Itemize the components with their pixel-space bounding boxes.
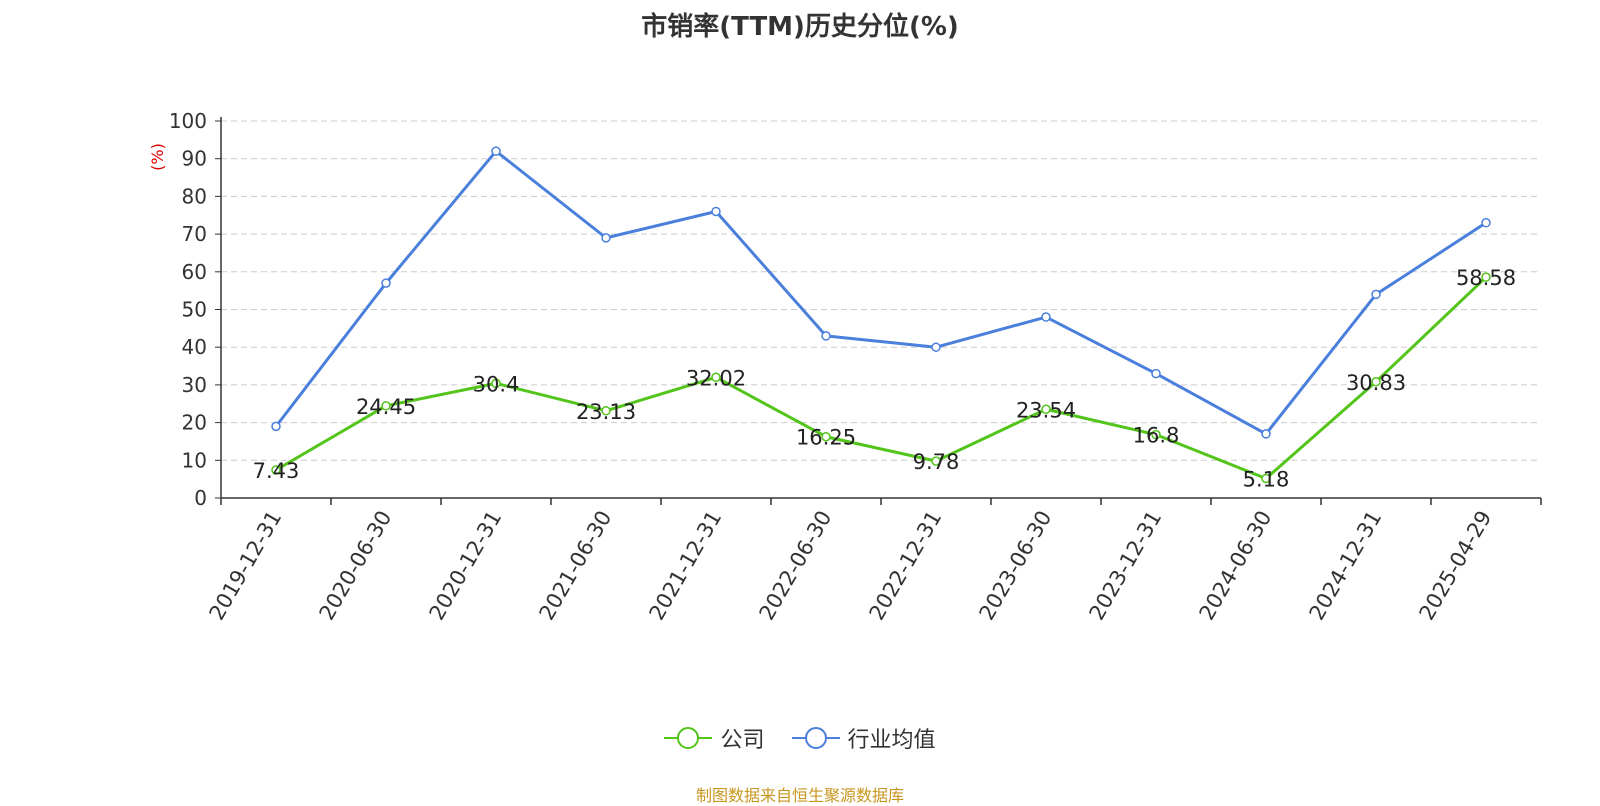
- y-tick-label: 50: [182, 298, 207, 322]
- y-tick-label: 70: [182, 222, 207, 246]
- data-point: [271, 421, 281, 432]
- y-tick-label: 20: [182, 411, 207, 435]
- data-label: 58.58: [1456, 266, 1516, 290]
- data-label: 30.83: [1346, 371, 1406, 395]
- data-label: 23.54: [1016, 398, 1076, 422]
- x-tick-label: 2023-06-30: [975, 507, 1057, 625]
- y-tick-label: 90: [182, 147, 207, 171]
- data-point: [491, 146, 501, 156]
- data-point: [1481, 218, 1491, 228]
- y-tick-label: 80: [182, 184, 207, 208]
- legend-item-company[interactable]: 公司: [664, 722, 765, 754]
- data-label: 32.02: [686, 366, 746, 390]
- legend-swatch-industry: [791, 727, 840, 749]
- data-point: [601, 406, 611, 416]
- y-axis-title: (%): [148, 143, 167, 171]
- x-tick-label: 2021-12-31: [645, 507, 727, 625]
- data-point: [1261, 429, 1271, 439]
- data-point: [491, 378, 501, 389]
- y-tick-label: 10: [182, 448, 207, 472]
- data-point: [1151, 429, 1161, 440]
- data-point: [271, 465, 281, 475]
- data-point: [1041, 404, 1051, 415]
- legend-label-company: 公司: [720, 728, 765, 753]
- data-label: 16.8: [1133, 424, 1180, 448]
- data-point: [1041, 312, 1051, 322]
- data-label: 7.43: [253, 459, 300, 483]
- legend-item-industry[interactable]: 行业均值: [791, 722, 936, 754]
- x-tick-label: 2024-06-30: [1195, 507, 1277, 625]
- x-tick-label: 2022-12-31: [865, 507, 947, 625]
- x-tick-label: 2022-06-30: [755, 507, 837, 625]
- x-tick-label: 2020-12-31: [425, 507, 507, 625]
- legend-swatch-company: [664, 727, 713, 749]
- series-line: [274, 149, 1487, 436]
- data-label: 16.25: [796, 426, 856, 450]
- data-label: 23.13: [576, 400, 636, 424]
- x-tick-label: 2024-12-31: [1305, 507, 1387, 625]
- data-point: [381, 401, 391, 411]
- data-point: [381, 278, 391, 288]
- data-point: [711, 206, 721, 217]
- y-tick-label: 40: [182, 335, 207, 359]
- data-point: [711, 372, 721, 383]
- data-label: 5.18: [1243, 467, 1290, 491]
- y-tick-label: 60: [182, 260, 207, 284]
- data-point: [931, 342, 941, 352]
- source-note: 制图数据来自恒生聚源数据库: [695, 786, 904, 805]
- x-tick-label: 2020-06-30: [315, 507, 397, 625]
- chart-title: 市销率(TTM)历史分位(%): [641, 12, 959, 42]
- data-label: 24.45: [356, 395, 416, 419]
- x-tick-label: 2021-06-30: [535, 507, 617, 625]
- x-tick-label: 2023-12-31: [1085, 507, 1167, 625]
- data-point: [931, 456, 941, 466]
- legend: 公司 行业均值: [0, 722, 1600, 756]
- x-tick-label: 2019-12-31: [205, 507, 287, 625]
- data-point: [821, 431, 831, 442]
- data-point: [1151, 368, 1161, 379]
- x-tick-label: 2025-04-29: [1415, 507, 1497, 625]
- data-point: [821, 331, 831, 341]
- y-tick-label: 100: [169, 109, 207, 133]
- data-point: [1371, 377, 1381, 387]
- data-label: 9.78: [913, 450, 960, 474]
- data-point: [601, 233, 611, 243]
- y-tick-label: 30: [182, 373, 207, 397]
- y-tick-label: 0: [194, 486, 207, 510]
- data-point: [1261, 473, 1271, 484]
- data-point: [1371, 289, 1381, 300]
- legend-label-industry: 行业均值: [847, 728, 936, 753]
- series-line: [275, 276, 1488, 480]
- data-point: [1481, 272, 1491, 282]
- data-label: 30.4: [473, 372, 520, 396]
